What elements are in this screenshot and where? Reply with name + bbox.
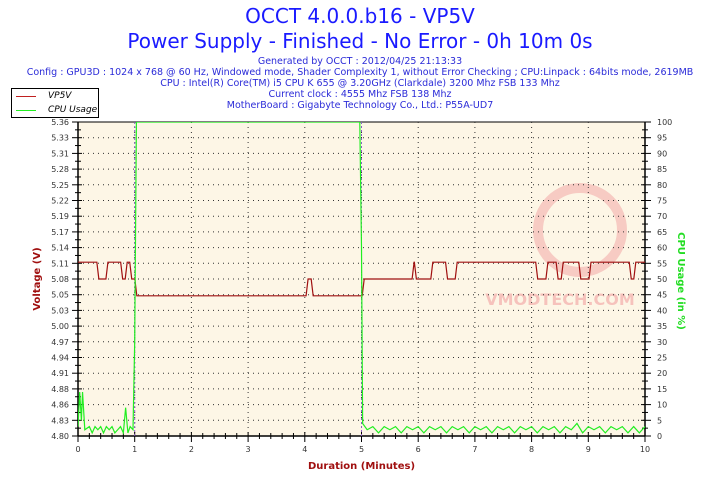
y2-tick-label: 85	[657, 165, 667, 174]
y2-tick-label: 55	[657, 259, 667, 268]
legend-label: CPU Usage	[48, 105, 98, 115]
y2-tick-label: 30	[657, 338, 667, 347]
y-tick-label: 4.91	[51, 369, 69, 378]
y-axis-label: Voltage (V)	[32, 247, 43, 310]
y-tick-label: 5.36	[51, 118, 69, 127]
legend-swatch-red	[16, 95, 36, 97]
y-tick-label: 4.88	[51, 385, 69, 394]
legend-item-cpu: CPU Usage	[16, 104, 97, 116]
y-tick-label: 5.05	[51, 291, 69, 300]
info-motherboard: MotherBoard : Gigabyte Technology Co., L…	[226, 100, 494, 111]
chart-subtitle: Power Supply - Finished - No Error - 0h …	[127, 29, 593, 53]
y-tick-label: 5.25	[51, 181, 69, 190]
info-config: Config : GPU3D : 1024 x 768 @ 60 Hz, Win…	[26, 67, 694, 78]
y-tick-label: 4.97	[51, 338, 69, 347]
x-tick-label: 3	[246, 445, 251, 454]
info-clock: Current clock : 4555 Mhz FSB 138 Mhz	[268, 89, 452, 100]
y2-tick-label: 15	[657, 385, 667, 394]
y2-tick-label: 75	[657, 197, 667, 206]
x-tick-label: 9	[586, 445, 591, 454]
chart-title: OCCT 4.0.0.b16 - VP5V	[245, 4, 475, 28]
y2-tick-label: 70	[657, 212, 667, 221]
y-tick-label: 5.33	[51, 134, 69, 143]
x-tick-label: 7	[472, 445, 477, 454]
series-line-vp5v	[78, 261, 645, 297]
info-cpu: CPU : Intel(R) Core(TM) i5 CPU K 655 @ 3…	[160, 78, 560, 89]
y2-tick-label: 90	[657, 149, 667, 158]
x-tick-label: 4	[302, 445, 307, 454]
y-tick-label: 5.08	[51, 275, 69, 284]
x-tick-label: 10	[640, 445, 650, 454]
y2-tick-label: 5	[657, 416, 662, 425]
y2-tick-label: 45	[657, 291, 667, 300]
y2-tick-label: 20	[657, 369, 667, 378]
y2-tick-label: 35	[657, 322, 667, 331]
y-tick-label: 4.94	[51, 354, 69, 363]
x-tick-label: 5	[359, 445, 364, 454]
y-tick-label: 5.11	[51, 259, 69, 268]
y-tick-label: 5.00	[51, 322, 69, 331]
y2-tick-label: 60	[657, 244, 667, 253]
legend: VP5V CPU Usage	[11, 88, 99, 118]
y2-tick-label: 100	[657, 118, 672, 127]
y2-tick-label: 50	[657, 275, 667, 284]
legend-label: VP5V	[48, 91, 72, 101]
y-tick-label: 5.03	[51, 306, 69, 315]
x-tick-label: 2	[189, 445, 194, 454]
y-tick-label: 4.86	[51, 401, 69, 410]
y2-tick-label: 65	[657, 228, 667, 237]
legend-swatch-green	[16, 109, 36, 111]
y2-axis-label: CPU Usage (in %)	[675, 232, 686, 330]
y2-tick-label: 10	[657, 401, 667, 410]
x-axis-label: Duration (Minutes)	[308, 461, 415, 472]
series-line-cpu-usage	[78, 122, 645, 436]
y2-tick-label: 40	[657, 306, 667, 315]
watermark: VMODTECH.COM	[485, 290, 635, 309]
y-tick-label: 4.83	[51, 416, 69, 425]
y-tick-label: 4.80	[51, 432, 69, 441]
x-tick-label: 8	[529, 445, 534, 454]
info-generated: Generated by OCCT : 2012/04/25 21:13:33	[257, 56, 463, 67]
y-tick-label: 5.14	[51, 244, 69, 253]
legend-item-vp5v: VP5V	[16, 90, 71, 102]
y-tick-label: 5.17	[51, 228, 69, 237]
y2-tick-label: 0	[657, 432, 662, 441]
y-tick-label: 5.22	[51, 197, 69, 206]
x-tick-label: 0	[75, 445, 80, 454]
y2-tick-label: 95	[657, 134, 667, 143]
y2-tick-label: 80	[657, 181, 667, 190]
y-tick-label: 5.19	[51, 212, 69, 221]
x-tick-label: 1	[132, 445, 137, 454]
x-tick-label: 6	[416, 445, 421, 454]
y2-tick-label: 25	[657, 354, 667, 363]
y-tick-label: 5.28	[51, 165, 69, 174]
y-tick-label: 5.31	[51, 149, 69, 158]
